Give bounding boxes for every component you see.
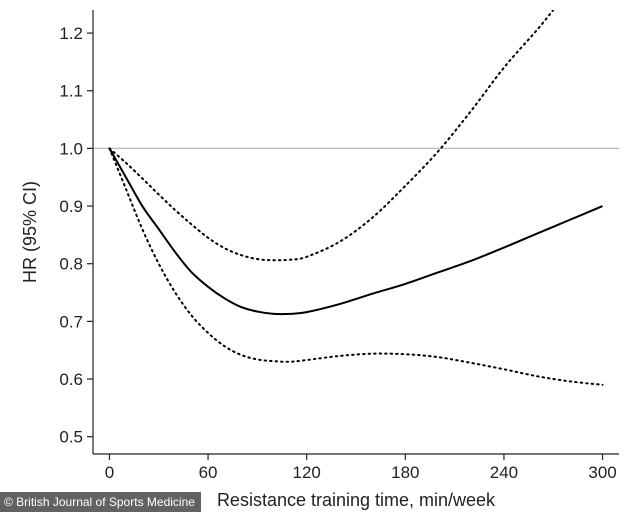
y-tick-label: 0.9 — [59, 197, 83, 216]
series-line-estimate — [108, 147, 603, 316]
x-axis-title: Resistance training time, min/week — [217, 490, 496, 510]
x-tick-label: 120 — [293, 463, 321, 482]
x-tick-label: 0 — [105, 463, 114, 482]
x-tick-label: 300 — [588, 463, 616, 482]
x-tick-label: 60 — [199, 463, 218, 482]
x-tick-label: 240 — [490, 463, 518, 482]
series-line-lower-ci — [108, 147, 604, 386]
y-tick-label: 0.6 — [59, 370, 83, 389]
image-credit: © British Journal of Sports Medicine — [0, 492, 201, 512]
y-tick-label: 0.7 — [59, 312, 83, 331]
series-line-upper-ci — [108, 10, 555, 262]
y-tick-label: 0.5 — [59, 428, 83, 447]
y-tick-label: 1.2 — [59, 24, 83, 43]
x-tick-label: 180 — [391, 463, 419, 482]
y-tick-label: 1.0 — [59, 139, 83, 158]
y-tick-label: 0.8 — [59, 255, 83, 274]
y-tick-label: 1.1 — [59, 82, 83, 101]
y-axis-title: HR (95% CI) — [20, 181, 40, 283]
